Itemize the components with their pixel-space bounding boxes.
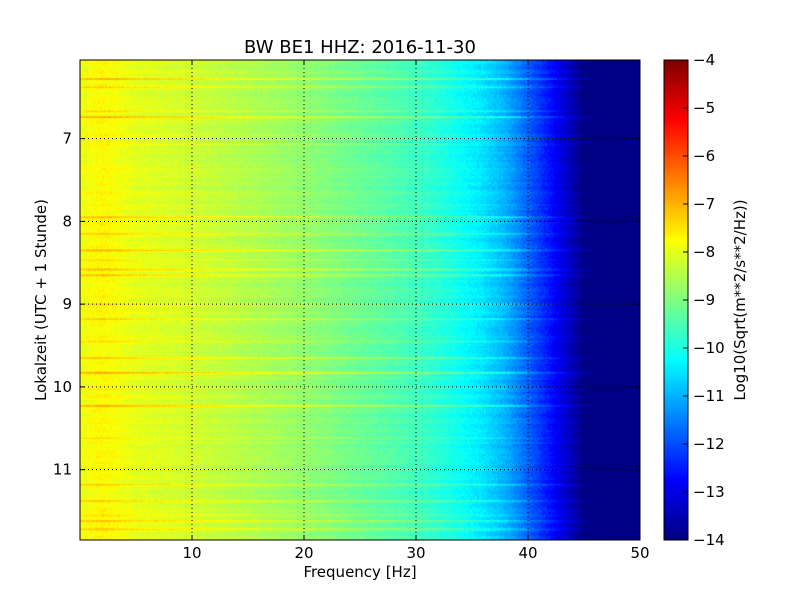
x-tick-label: 20 bbox=[294, 544, 313, 562]
colorbar-tick-label: −8 bbox=[693, 243, 715, 261]
colorbar-tick-label: −14 bbox=[693, 531, 725, 549]
x-tick-label: 30 bbox=[406, 544, 425, 562]
spectrogram-heatmap bbox=[80, 60, 640, 540]
y-axis-label: Lokalzeit (UTC + 1 Stunde) bbox=[32, 199, 50, 401]
x-tick-label: 50 bbox=[630, 544, 649, 562]
y-tick-label: 9 bbox=[62, 295, 72, 313]
colorbar-tick-label: −6 bbox=[693, 147, 715, 165]
plot-frame bbox=[79, 59, 641, 541]
colorbar-label: Log10(Sqrt(m**2/s**2/Hz)) bbox=[731, 199, 749, 400]
y-axis-ticks: 7 8 9 10 11 bbox=[53, 130, 640, 479]
x-axis-label: Frequency [Hz] bbox=[303, 563, 416, 581]
colorbar-tick-label: −12 bbox=[693, 435, 725, 453]
colorbar-tick-label: −13 bbox=[693, 483, 725, 501]
plot-area: 10 20 30 40 50 7 8 9 10 11 bbox=[53, 59, 650, 562]
x-axis-ticks: 10 20 30 40 50 bbox=[182, 60, 650, 562]
colorbar-tick-label: −10 bbox=[693, 339, 725, 357]
x-tick-label: 10 bbox=[182, 544, 201, 562]
y-tick-label: 11 bbox=[53, 461, 72, 479]
y-tick-label: 7 bbox=[62, 130, 72, 148]
colorbar-tick-label: −7 bbox=[693, 195, 715, 213]
y-tick-label: 10 bbox=[53, 378, 72, 396]
colorbar-tick-label: −4 bbox=[693, 51, 715, 69]
colorbar-tick-label: −5 bbox=[693, 99, 715, 117]
colorbar-ticks: −4 −5 −6 −7 −8 −9 −10 −11 −12 −13 −14 bbox=[683, 51, 725, 549]
y-tick-label: 8 bbox=[62, 212, 72, 230]
chart-title: BW BE1 HHZ: 2016-11-30 bbox=[244, 37, 476, 58]
colorbar: −4 −5 −6 −7 −8 −9 −10 −11 −12 −13 −14 Log10(Sqrt(m… bbox=[663, 51, 749, 549]
grid-lines bbox=[80, 60, 640, 540]
colorbar-tick-label: −9 bbox=[693, 291, 715, 309]
colorbar-tick-label: −11 bbox=[693, 387, 725, 405]
x-tick-label: 40 bbox=[518, 544, 537, 562]
